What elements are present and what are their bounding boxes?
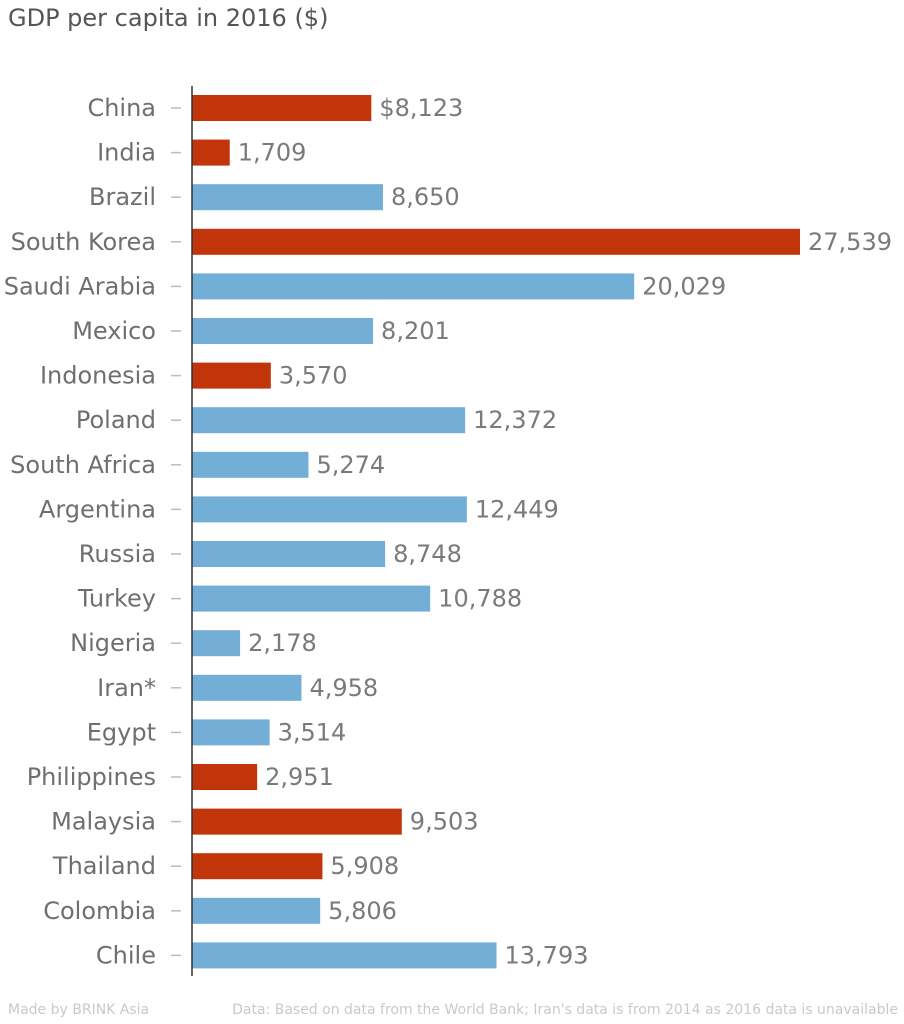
bar bbox=[192, 541, 386, 567]
value-label: 13,793 bbox=[505, 941, 589, 969]
value-label: 8,201 bbox=[381, 317, 450, 345]
bar bbox=[192, 451, 309, 478]
value-label: 5,908 bbox=[330, 852, 399, 880]
bar bbox=[192, 764, 258, 790]
bar bbox=[192, 362, 271, 389]
category-label: Argentina bbox=[39, 495, 156, 523]
bar bbox=[192, 853, 323, 880]
category-label: Iran* bbox=[97, 674, 156, 702]
bar bbox=[192, 942, 497, 969]
value-label: 8,748 bbox=[393, 540, 462, 568]
value-label: 4,958 bbox=[309, 674, 378, 702]
chart-title: GDP per capita in 2016 ($) bbox=[8, 4, 329, 32]
value-label: 20,029 bbox=[642, 272, 726, 300]
bar bbox=[192, 897, 321, 924]
bar bbox=[192, 228, 800, 255]
category-label: Saudi Arabia bbox=[4, 272, 156, 300]
category-label: Thailand bbox=[52, 852, 156, 880]
bar bbox=[192, 585, 431, 612]
category-label: Turkey bbox=[77, 585, 156, 613]
value-label: 2,951 bbox=[265, 763, 334, 791]
value-label: 5,274 bbox=[316, 451, 385, 479]
category-label: Russia bbox=[79, 540, 156, 568]
value-label: 2,178 bbox=[248, 629, 317, 657]
bar-chart: China $8,123 India 1,709 Brazil 8,650 South Ko… bbox=[4, 86, 892, 976]
category-label: Philippines bbox=[27, 763, 156, 791]
category-label: Malaysia bbox=[51, 808, 156, 836]
bar bbox=[192, 496, 467, 523]
value-label: 5,806 bbox=[328, 897, 397, 925]
category-label: India bbox=[97, 139, 156, 167]
value-label: 9,503 bbox=[410, 808, 479, 836]
value-label: 3,514 bbox=[278, 718, 347, 746]
value-label: 12,372 bbox=[473, 406, 557, 434]
category-label: South Africa bbox=[10, 451, 156, 479]
bar bbox=[192, 95, 372, 121]
category-label: Nigeria bbox=[70, 629, 156, 657]
bar bbox=[192, 630, 241, 657]
category-label: Poland bbox=[76, 406, 156, 434]
bar bbox=[192, 407, 466, 434]
category-label: Chile bbox=[96, 941, 156, 969]
value-label: 3,570 bbox=[279, 362, 348, 390]
value-label: 27,539 bbox=[808, 228, 892, 256]
bar bbox=[192, 808, 402, 835]
bar bbox=[192, 139, 230, 166]
value-label: 8,650 bbox=[391, 183, 460, 211]
bar bbox=[192, 318, 374, 344]
category-label: China bbox=[87, 94, 156, 122]
category-label: Indonesia bbox=[40, 362, 156, 390]
source-note: Data: Based on data from the World Bank;… bbox=[232, 1002, 898, 1018]
category-label: South Korea bbox=[11, 228, 156, 256]
value-label: $8,123 bbox=[379, 94, 463, 122]
category-label: Egypt bbox=[87, 718, 156, 746]
bar bbox=[192, 184, 383, 211]
bar bbox=[192, 273, 635, 300]
value-label: 1,709 bbox=[238, 139, 307, 167]
value-label: 12,449 bbox=[475, 495, 559, 523]
category-label: Brazil bbox=[89, 183, 156, 211]
bar bbox=[192, 674, 302, 701]
credit-note: Made by BRINK Asia bbox=[8, 1002, 150, 1018]
value-label: 10,788 bbox=[438, 585, 522, 613]
category-label: Colombia bbox=[43, 897, 156, 925]
bar bbox=[192, 719, 270, 746]
category-label: Mexico bbox=[72, 317, 156, 345]
